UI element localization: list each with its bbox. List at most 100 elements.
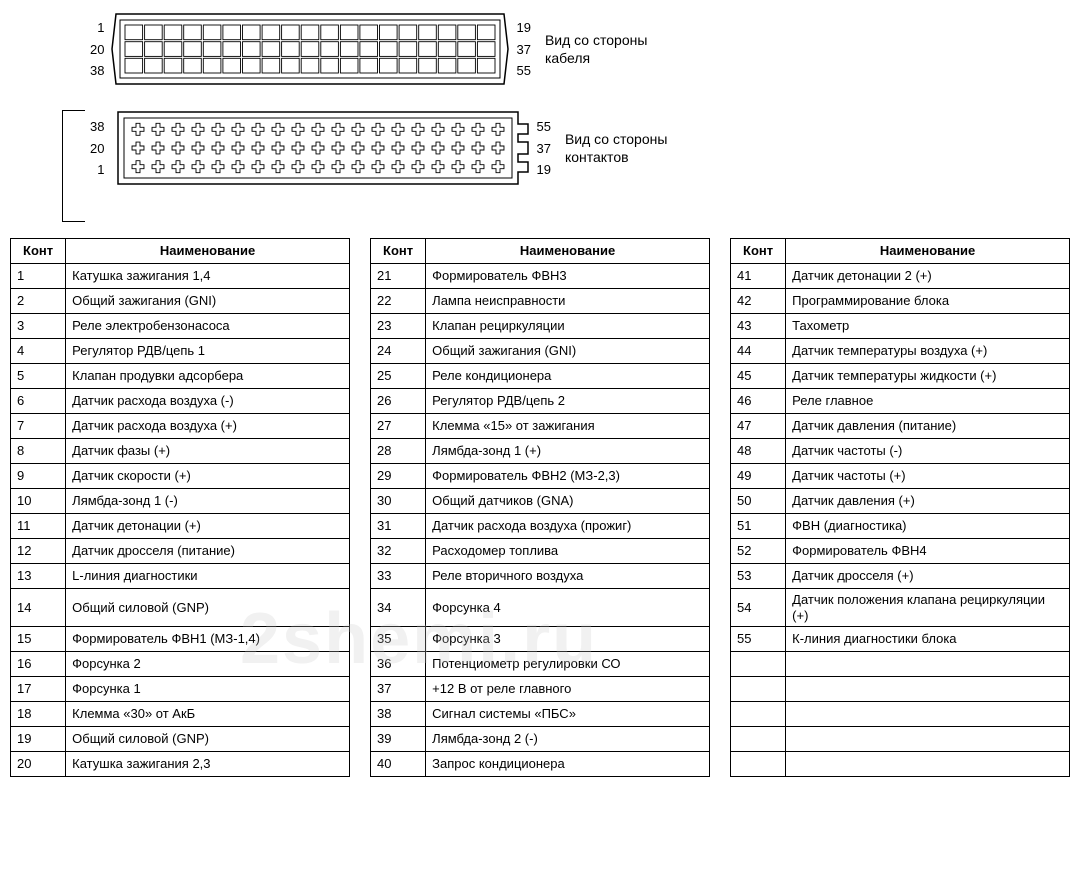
cell-name: Катушка зажигания 2,3	[66, 752, 350, 777]
table-row: 3Реле электробензонасоса 23Клапан рецирк…	[11, 314, 1070, 339]
table-row: 5Клапан продувки адсорбера 25Реле кондиц…	[11, 364, 1070, 389]
gap	[349, 264, 370, 289]
cell-pin: 12	[11, 539, 66, 564]
pin-label: 38	[90, 120, 104, 133]
cell-name: Форсунка 1	[66, 677, 350, 702]
cell-name: Датчик дросселя (+)	[786, 564, 1070, 589]
cell-name: Форсунка 4	[426, 589, 710, 627]
cell-pin: 47	[731, 414, 786, 439]
connector2-right-pin-labels: 55 37 19	[536, 120, 550, 176]
cell-pin: 42	[731, 289, 786, 314]
connector1-svg	[110, 10, 510, 88]
cell-name: Датчик расхода воздуха (-)	[66, 389, 350, 414]
cell-name: Реле кондиционера	[426, 364, 710, 389]
cell-name: Датчик давления (питание)	[786, 414, 1070, 439]
cell-name: Датчик температуры воздуха (+)	[786, 339, 1070, 364]
cell-name: Клапан рециркуляции	[426, 314, 710, 339]
cell-pin: 38	[371, 702, 426, 727]
cell-name: Датчик давления (+)	[786, 489, 1070, 514]
cell-name: Форсунка 2	[66, 652, 350, 677]
table-header-row: Конт Наименование Конт Наименование Конт…	[11, 239, 1070, 264]
cell-name: Лампа неисправности	[426, 289, 710, 314]
cell-name: Формирователь ФВН1 (МЗ-1,4)	[66, 627, 350, 652]
cell-pin: 44	[731, 339, 786, 364]
gap	[709, 752, 730, 777]
gap	[349, 414, 370, 439]
table-row: 11Датчик детонации (+) 31Датчик расхода …	[11, 514, 1070, 539]
cell-name	[786, 702, 1070, 727]
cell-pin: 9	[11, 464, 66, 489]
cell-name: Датчик фазы (+)	[66, 439, 350, 464]
gap	[709, 364, 730, 389]
cell-name: Реле электробензонасоса	[66, 314, 350, 339]
table-row: 7Датчик расхода воздуха (+) 27Клемма «15…	[11, 414, 1070, 439]
connector2-mounting-ledge	[62, 110, 85, 222]
connector1-caption: Вид со стороны кабеля	[545, 31, 647, 67]
gap	[349, 752, 370, 777]
cell-pin: 3	[11, 314, 66, 339]
cell-pin: 11	[11, 514, 66, 539]
cell-pin: 21	[371, 264, 426, 289]
table-row: 10Лямбда-зонд 1 (-) 30Общий датчиков (GN…	[11, 489, 1070, 514]
cell-pin: 6	[11, 389, 66, 414]
cell-pin: 2	[11, 289, 66, 314]
cell-name	[786, 752, 1070, 777]
table-row: 1Катушка зажигания 1,4 21Формирователь Ф…	[11, 264, 1070, 289]
gap	[349, 289, 370, 314]
connector2-svg	[110, 106, 530, 190]
gap	[709, 339, 730, 364]
pin-label: 37	[536, 142, 550, 155]
cell-name: ФВН (диагностика)	[786, 514, 1070, 539]
header-pin: Конт	[11, 239, 66, 264]
cell-name: L-линия диагностики	[66, 564, 350, 589]
connector-contact-side: 38 20 1 55 37 19 Вид со стороны контакто…	[90, 106, 1080, 190]
connector1-right-pin-labels: 19 37 55	[516, 21, 530, 77]
pin-label: 19	[516, 21, 530, 34]
cell-name: Общий силовой (GNP)	[66, 589, 350, 627]
cell-name: Общий датчиков (GNA)	[426, 489, 710, 514]
pin-label: 55	[536, 120, 550, 133]
cell-name: Реле главное	[786, 389, 1070, 414]
table-row: 2Общий зажигания (GNI) 22Лампа неисправн…	[11, 289, 1070, 314]
cell-name: Формирователь ФВН4	[786, 539, 1070, 564]
cell-name: Клемма «30» от АкБ	[66, 702, 350, 727]
caption-line: контактов	[565, 148, 667, 166]
table-row: 4Регулятор РДВ/цепь 1 24Общий зажигания …	[11, 339, 1070, 364]
gap	[349, 389, 370, 414]
cell-name: Лямбда-зонд 2 (-)	[426, 727, 710, 752]
cell-pin: 54	[731, 589, 786, 627]
cell-pin: 39	[371, 727, 426, 752]
gap	[349, 539, 370, 564]
cell-pin: 20	[11, 752, 66, 777]
gap	[349, 489, 370, 514]
cell-pin: 34	[371, 589, 426, 627]
cell-name: Тахометр	[786, 314, 1070, 339]
connector1-left-pin-labels: 1 20 38	[90, 21, 104, 77]
cell-pin: 55	[731, 627, 786, 652]
cell-name: Запрос кондиционера	[426, 752, 710, 777]
cell-pin: 22	[371, 289, 426, 314]
cell-name: +12 В от реле главного	[426, 677, 710, 702]
cell-pin: 15	[11, 627, 66, 652]
pin-label: 55	[516, 64, 530, 77]
cell-name: Датчик частоты (+)	[786, 464, 1070, 489]
cell-name: Программирование блока	[786, 289, 1070, 314]
gap	[709, 514, 730, 539]
gap	[709, 727, 730, 752]
cell-pin: 18	[11, 702, 66, 727]
table-row: 17Форсунка 1 37+12 В от реле главного	[11, 677, 1070, 702]
header-pin: Конт	[731, 239, 786, 264]
header-name: Наименование	[426, 239, 710, 264]
pin-label: 20	[90, 142, 104, 155]
cell-pin: 32	[371, 539, 426, 564]
gap	[709, 489, 730, 514]
pin-label: 1	[90, 21, 104, 34]
pinout-body: 1Катушка зажигания 1,4 21Формирователь Ф…	[11, 264, 1070, 777]
pinout-table-wrap: 2shemi.ru Конт Наименование Конт Наимено…	[0, 238, 1080, 777]
cell-pin: 36	[371, 652, 426, 677]
table-row: 19Общий силовой (GNP) 39Лямбда-зонд 2 (-…	[11, 727, 1070, 752]
gap	[709, 414, 730, 439]
cell-name: Датчик детонации (+)	[66, 514, 350, 539]
cell-name: К-линия диагностики блока	[786, 627, 1070, 652]
cell-pin: 52	[731, 539, 786, 564]
